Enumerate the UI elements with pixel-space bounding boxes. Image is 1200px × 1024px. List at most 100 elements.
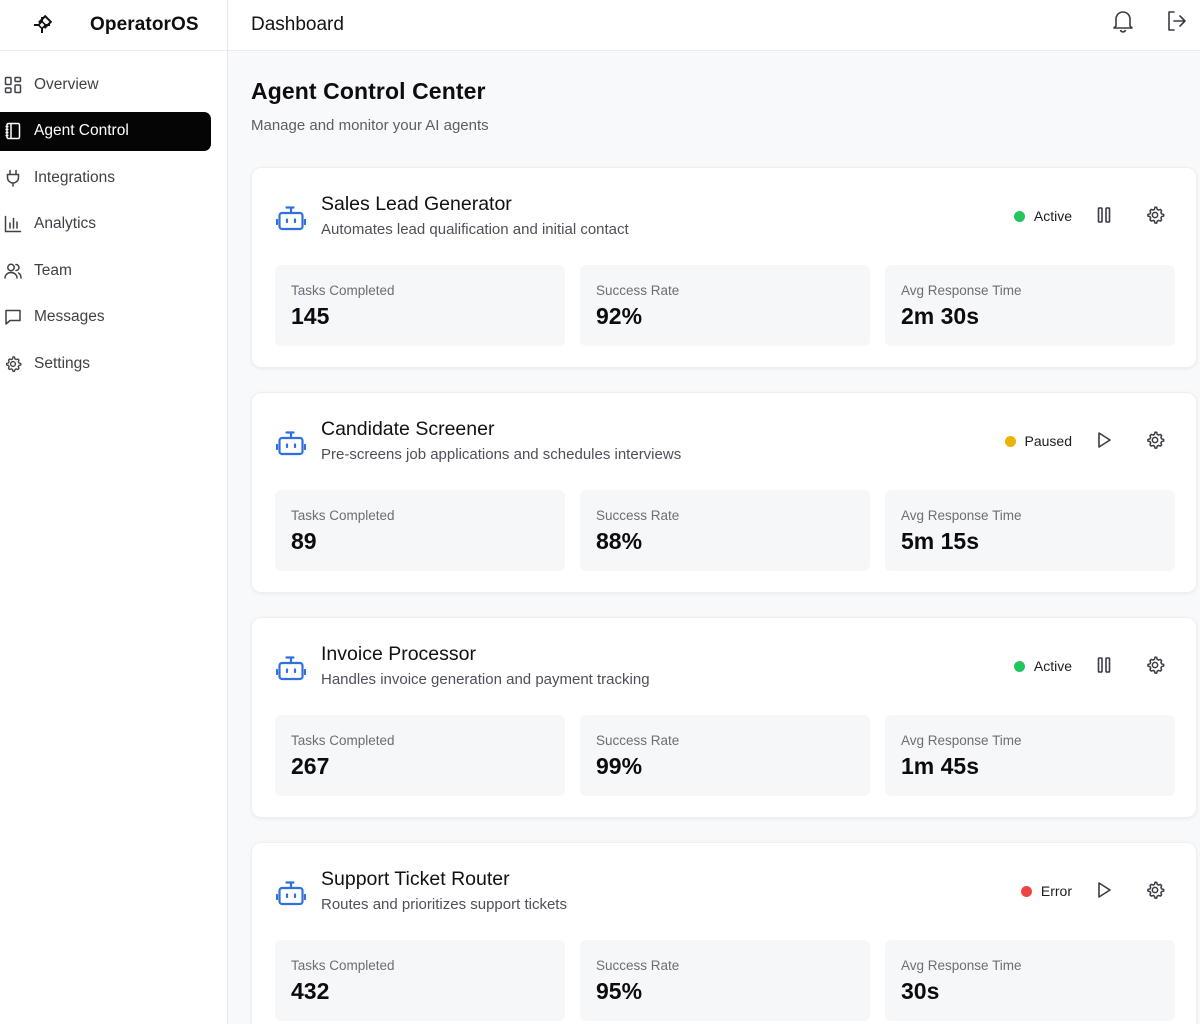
status-badge: Error (1020, 883, 1072, 899)
agent-card: Support Ticket Router Routes and priorit… (251, 842, 1197, 1024)
stat-value: 95% (596, 978, 643, 1004)
stat-label: Tasks Completed (291, 958, 395, 973)
robot-icon (275, 204, 307, 232)
status-badge: Paused (1004, 433, 1072, 449)
stat-value: 99% (596, 753, 643, 779)
bell-icon[interactable] (1110, 8, 1136, 34)
sidebar-item-integrations[interactable]: Integrations (0, 158, 211, 197)
grid-icon (3, 75, 22, 94)
sidebar-item-label: Overview (34, 75, 99, 93)
agent-name: Support Ticket Router (321, 868, 510, 890)
sidebar: OperatorOS Overview Agent Control (0, 0, 228, 1024)
page-title: Agent Control Center (251, 78, 486, 104)
top-bar: Dashboard (228, 0, 1200, 51)
status-badge: Active (1013, 658, 1072, 674)
status-badge: Active (1013, 208, 1072, 224)
status-label: Active (1033, 658, 1072, 674)
stat-label: Success Rate (596, 958, 680, 973)
sidebar-nav: Overview Agent Control Integrations (0, 51, 227, 383)
stat-label: Avg Response Time (901, 958, 1022, 973)
status-dot (1013, 660, 1025, 672)
sidebar-item-settings[interactable]: Settings (0, 344, 211, 383)
stat-success-rate: Success Rate 88% (580, 490, 870, 571)
settings-button[interactable] (1144, 204, 1166, 226)
stat-tasks-completed: Tasks Completed 432 (275, 940, 565, 1021)
agent-description: Handles invoice generation and payment t… (321, 671, 650, 688)
robot-icon (275, 429, 307, 457)
status-label: Paused (1024, 433, 1072, 449)
brand: OperatorOS (0, 0, 227, 51)
agent-card: Candidate Screener Pre-screens job appli… (251, 392, 1197, 593)
stat-label: Avg Response Time (901, 733, 1022, 748)
sidebar-item-label: Integrations (34, 168, 115, 186)
stat-avg-response-time: Avg Response Time 5m 15s (885, 490, 1175, 571)
stat-tasks-completed: Tasks Completed 89 (275, 490, 565, 571)
sidebar-item-analytics[interactable]: Analytics (0, 205, 211, 244)
stat-label: Tasks Completed (291, 508, 395, 523)
sidebar-item-label: Messages (34, 308, 105, 325)
stat-success-rate: Success Rate 99% (580, 715, 870, 796)
bar-chart-icon (3, 215, 22, 234)
stat-value: 89 (291, 528, 317, 554)
page-subtitle: Manage and monitor your AI agents (251, 117, 489, 134)
logo-icon (31, 14, 53, 36)
stat-success-rate: Success Rate 95% (580, 940, 870, 1021)
sidebar-item-overview[interactable]: Overview (0, 65, 211, 104)
stat-tasks-completed: Tasks Completed 145 (275, 265, 565, 346)
stat-label: Success Rate (596, 733, 680, 748)
stat-value: 1m 45s (901, 753, 980, 779)
status-label: Error (1040, 883, 1072, 899)
notebook-icon (3, 122, 22, 141)
play-button[interactable] (1093, 879, 1115, 901)
pause-button[interactable] (1093, 654, 1115, 676)
stat-tasks-completed: Tasks Completed 267 (275, 715, 565, 796)
settings-button[interactable] (1144, 654, 1166, 676)
gear-icon (3, 354, 22, 373)
agent-name: Invoice Processor (321, 643, 476, 665)
stat-value: 432 (291, 978, 330, 1004)
status-dot (1013, 210, 1025, 222)
page-header-title: Dashboard (251, 14, 344, 35)
sidebar-item-label: Agent Control (34, 122, 129, 139)
pause-button[interactable] (1093, 204, 1115, 226)
stat-avg-response-time: Avg Response Time 30s (885, 940, 1175, 1021)
stat-value: 88% (596, 528, 643, 554)
stat-value: 5m 15s (901, 528, 980, 554)
agent-stats: Tasks Completed 145 Success Rate 92% Avg… (275, 265, 1175, 346)
header-actions (1110, 8, 1190, 34)
app-name: OperatorOS (90, 14, 199, 35)
logout-icon[interactable] (1164, 8, 1190, 34)
stat-label: Avg Response Time (901, 508, 1022, 523)
stat-label: Avg Response Time (901, 283, 1022, 298)
status-dot (1004, 435, 1016, 447)
agent-description: Automates lead qualification and initial… (321, 221, 629, 238)
sidebar-item-label: Team (34, 261, 72, 279)
sidebar-item-messages[interactable]: Messages (0, 298, 211, 337)
stat-label: Success Rate (596, 508, 680, 523)
stat-label: Tasks Completed (291, 733, 395, 748)
users-icon (3, 261, 22, 280)
message-icon (3, 308, 22, 327)
sidebar-item-team[interactable]: Team (0, 251, 211, 290)
status-label: Active (1033, 208, 1072, 224)
settings-button[interactable] (1144, 429, 1166, 451)
agent-stats: Tasks Completed 267 Success Rate 99% Avg… (275, 715, 1175, 796)
stat-value: 267 (291, 753, 330, 779)
stat-label: Success Rate (596, 283, 680, 298)
settings-button[interactable] (1144, 879, 1166, 901)
agent-name: Candidate Screener (321, 418, 495, 440)
agent-stats: Tasks Completed 432 Success Rate 95% Avg… (275, 940, 1175, 1021)
stat-value: 2m 30s (901, 303, 980, 329)
stat-success-rate: Success Rate 92% (580, 265, 870, 346)
agent-card: Sales Lead Generator Automates lead qual… (251, 167, 1197, 368)
robot-icon (275, 654, 307, 682)
agent-description: Routes and prioritizes support tickets (321, 896, 567, 913)
sidebar-item-agent-control[interactable]: Agent Control (0, 111, 211, 151)
sidebar-item-label: Analytics (34, 215, 97, 232)
status-dot (1020, 885, 1032, 897)
agent-card: Invoice Processor Handles invoice genera… (251, 617, 1197, 818)
plug-icon (3, 168, 22, 187)
stat-value: 145 (291, 303, 330, 329)
sidebar-item-label: Settings (34, 354, 91, 372)
play-button[interactable] (1093, 429, 1115, 451)
